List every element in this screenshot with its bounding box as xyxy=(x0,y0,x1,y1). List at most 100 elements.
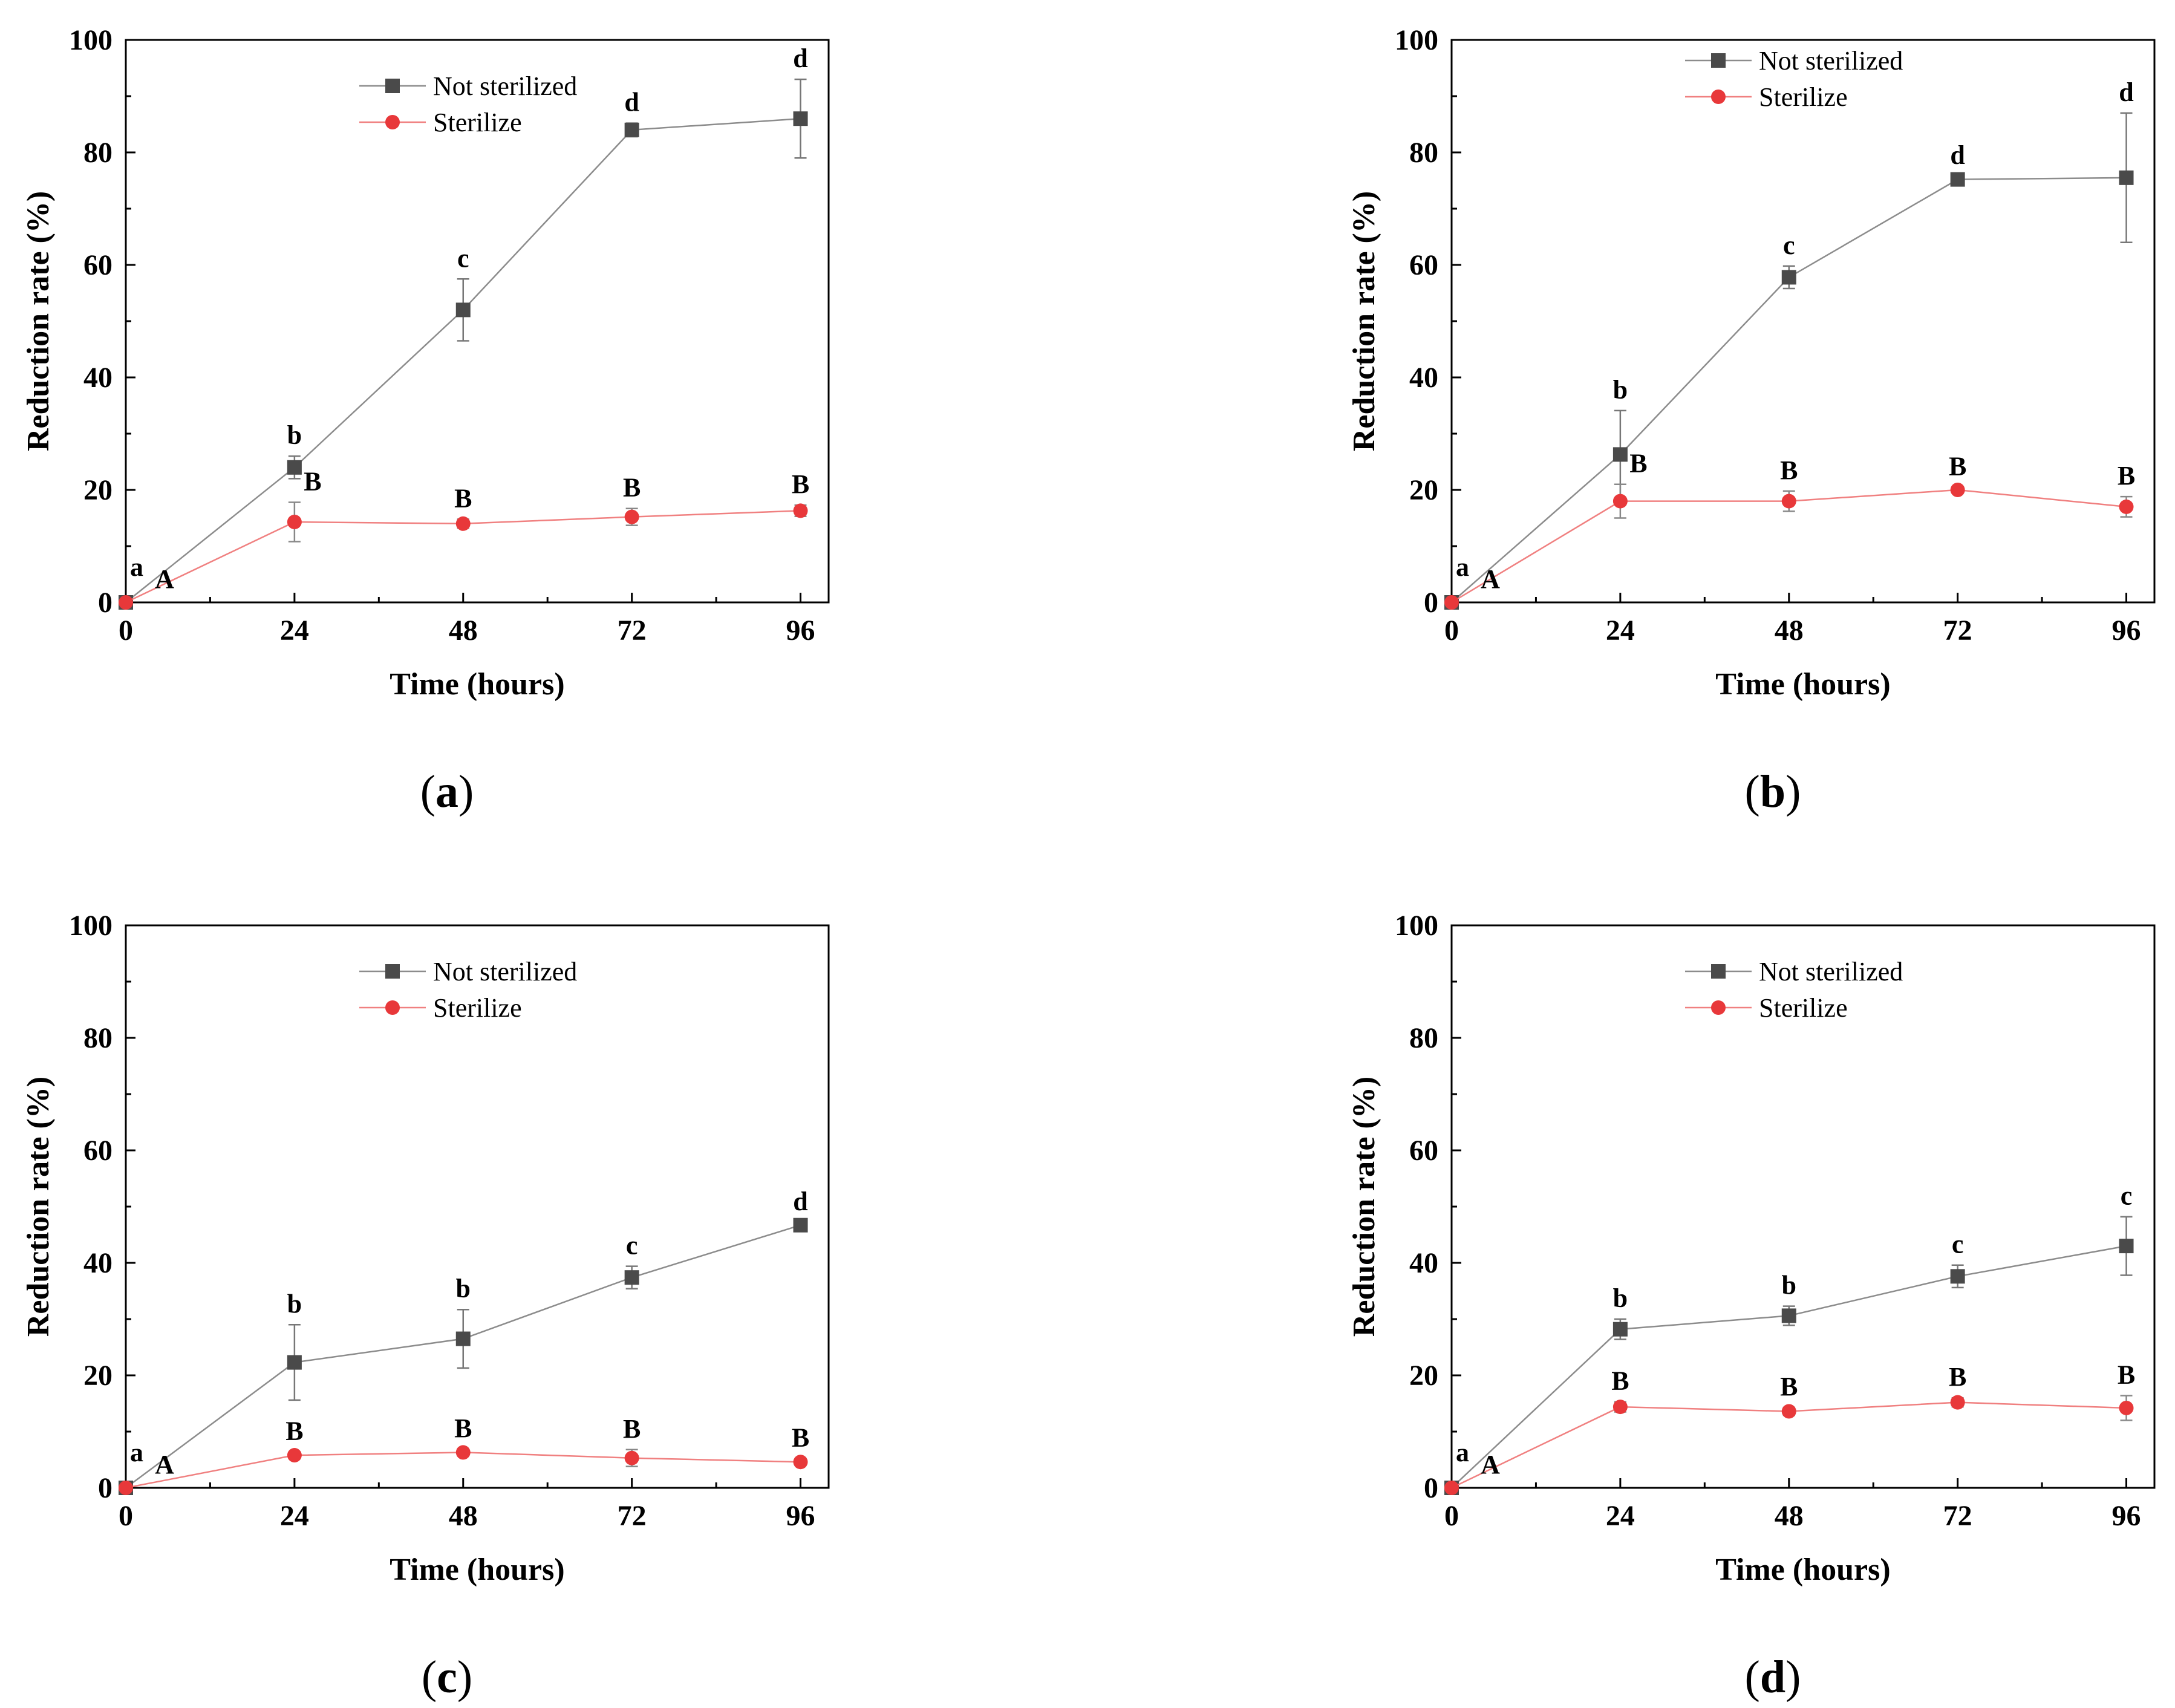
significance-letter: B xyxy=(285,1416,303,1446)
y-tick-label: 20 xyxy=(83,474,112,506)
data-point-square xyxy=(287,460,302,475)
significance-letter: B xyxy=(1780,1372,1798,1401)
series-not-sterilized: a b b c d xyxy=(119,1187,808,1495)
data-point-square xyxy=(1781,1308,1796,1323)
data-point-circle xyxy=(2119,499,2134,514)
caption-close: ) xyxy=(1785,1652,1801,1703)
data-point-circle xyxy=(793,1455,808,1470)
y-tick-label: 20 xyxy=(1409,1360,1438,1392)
data-point-circle xyxy=(793,503,808,518)
significance-letter: B xyxy=(1780,455,1798,485)
x-tick-label: 96 xyxy=(786,614,815,647)
x-tick-label: 48 xyxy=(449,614,478,647)
y-tick-label: 0 xyxy=(1424,587,1438,619)
y-tick-label: 20 xyxy=(83,1360,112,1392)
caption-letter: d xyxy=(1760,1652,1785,1703)
legend-item-sterilize: Sterilize xyxy=(359,108,522,137)
data-point-circle xyxy=(2119,1400,2134,1415)
data-point-circle xyxy=(1612,1400,1628,1415)
data-point-square xyxy=(624,122,639,137)
significance-letter: a xyxy=(130,1438,143,1467)
data-point-circle xyxy=(119,595,133,610)
x-tick-label: 96 xyxy=(2112,1500,2141,1532)
significance-letter: d xyxy=(793,1187,807,1216)
panel-caption: (c) xyxy=(422,1652,472,1703)
legend-label: Not sterilized xyxy=(433,957,577,986)
x-tick-label: 96 xyxy=(786,1500,815,1532)
data-point-square xyxy=(1612,447,1628,462)
data-point-circle xyxy=(1781,1404,1796,1419)
significance-letter: B xyxy=(454,1413,472,1443)
caption-letter: b xyxy=(1760,766,1785,817)
series-sterilize: A B B B B xyxy=(1444,449,2135,610)
panel-caption: (d) xyxy=(1745,1652,1801,1703)
significance-letter: d xyxy=(793,44,807,73)
plot-frame xyxy=(1450,39,2156,604)
significance-letter: c xyxy=(457,243,469,273)
x-tick-label: 48 xyxy=(449,1500,478,1532)
y-axis-label: Reduction rate (%) xyxy=(21,191,56,451)
legend-item-not-sterilized: Not sterilized xyxy=(359,957,577,986)
y-tick-label: 60 xyxy=(1409,1135,1438,1167)
series-sterilize: A B B B B xyxy=(119,466,809,610)
caption-open: ( xyxy=(420,766,435,817)
legend-item-sterilize: Sterilize xyxy=(1685,993,1848,1023)
y-tick-label: 40 xyxy=(1409,362,1438,394)
significance-letter: d xyxy=(2119,77,2133,107)
significance-letter: B xyxy=(454,483,472,513)
legend-marker-circle xyxy=(1711,90,1726,104)
data-point-square xyxy=(624,1270,639,1285)
significance-letter: B xyxy=(792,469,809,499)
significance-letter: B xyxy=(792,1423,809,1453)
legend-marker-square xyxy=(1711,53,1726,68)
series-not-sterilized: a b c d d xyxy=(1444,77,2134,610)
y-tick-label: 0 xyxy=(1424,1472,1438,1504)
y-tick-label: 100 xyxy=(69,910,112,942)
significance-letter: c xyxy=(2121,1181,2133,1211)
data-point-circle xyxy=(1444,595,1459,610)
data-point-circle xyxy=(1612,494,1628,509)
data-point-circle xyxy=(1781,494,1796,509)
significance-letter: A xyxy=(155,564,174,594)
x-tick-label: 24 xyxy=(1606,1500,1635,1532)
x-tick-label: 24 xyxy=(280,1500,309,1532)
x-tick-label: 24 xyxy=(280,614,309,647)
x-tick-label: 0 xyxy=(119,1500,133,1532)
panel-caption: (a) xyxy=(420,766,474,817)
y-axis-label: Reduction rate (%) xyxy=(1347,1077,1381,1337)
caption-close: ) xyxy=(1785,766,1801,817)
significance-letter: a xyxy=(1456,552,1469,582)
legend-item-not-sterilized: Not sterilized xyxy=(359,71,577,101)
data-point-square xyxy=(1781,270,1796,285)
caption-open: ( xyxy=(1745,766,1760,817)
series-not-sterilized: a b b c c xyxy=(1444,1181,2134,1495)
legend-label: Sterilize xyxy=(433,993,522,1023)
legend-item-sterilize: Sterilize xyxy=(359,993,522,1023)
x-tick-label: 24 xyxy=(1606,614,1635,647)
significance-letter: b xyxy=(287,1289,302,1318)
y-tick-label: 60 xyxy=(83,1135,112,1167)
data-point-square xyxy=(2119,1239,2134,1254)
significance-letter: d xyxy=(624,88,639,117)
significance-letter: B xyxy=(2118,461,2135,491)
data-point-circle xyxy=(287,515,302,530)
x-tick-label: 72 xyxy=(1943,1500,1972,1532)
significance-letter: c xyxy=(1783,230,1795,260)
y-tick-label: 0 xyxy=(98,1472,112,1504)
y-tick-label: 80 xyxy=(1409,1022,1438,1054)
y-tick-label: 100 xyxy=(69,24,112,56)
significance-letter: b xyxy=(287,420,302,450)
x-tick-label: 48 xyxy=(1775,614,1804,647)
y-axis-label: Reduction rate (%) xyxy=(1347,191,1381,451)
significance-letter: a xyxy=(1456,1438,1469,1467)
caption-close: ) xyxy=(457,1652,472,1703)
legend-label: Sterilize xyxy=(1759,993,1848,1023)
y-tick-label: 60 xyxy=(1409,249,1438,281)
legend-marker-circle xyxy=(385,115,400,129)
significance-letter: c xyxy=(626,1231,638,1260)
caption-open: ( xyxy=(1745,1652,1760,1703)
legend-item-sterilize: Sterilize xyxy=(1685,82,1848,112)
legend-label: Not sterilized xyxy=(1759,46,1903,76)
panel-c: 0 20 40 60 80 100 0 24 48 72 96 Time (hours) Reducti… xyxy=(21,910,830,1703)
